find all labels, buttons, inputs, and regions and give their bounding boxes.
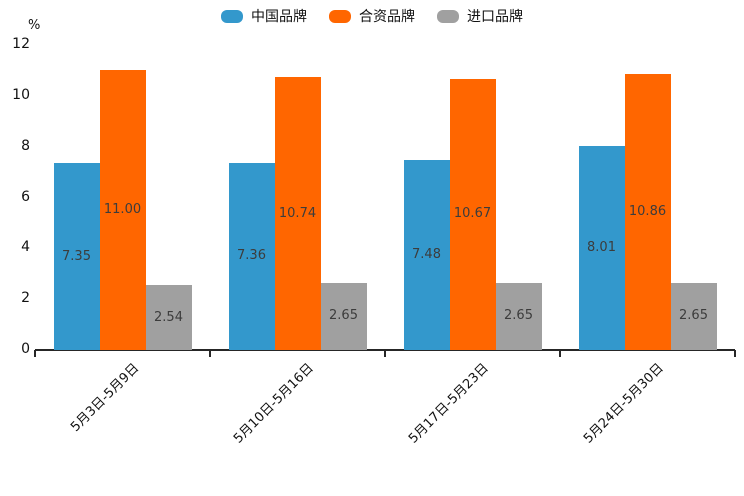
y-axis-tick-label: 0 <box>21 341 30 357</box>
bar-s2-g3 <box>670 282 717 350</box>
bar-value-label: 10.86 <box>628 203 667 219</box>
bar-s1-g2 <box>449 78 496 350</box>
bar-value-label: 2.65 <box>504 308 533 324</box>
bar-value-label: 8.01 <box>587 240 616 256</box>
y-axis-unit-label: % <box>28 18 41 33</box>
legend-item-label: 中国品牌 <box>251 9 307 25</box>
legend-marker-icon <box>221 9 243 23</box>
x-axis-category-label: 5月17日-5月23日 <box>406 360 492 447</box>
y-axis-tick-label: 10 <box>12 86 30 103</box>
x-axis-tick <box>209 350 211 357</box>
bar-s1-g3 <box>624 73 671 350</box>
bar-s1-g0 <box>99 70 146 350</box>
bar-value-label: 2.65 <box>679 308 708 324</box>
y-axis-tick-label: 4 <box>21 239 30 256</box>
x-axis-category-label: 5月24日-5月30日 <box>581 360 667 447</box>
bar-value-label: 7.35 <box>62 248 91 264</box>
x-axis-category-label: 5月10日-5月16日 <box>231 360 317 447</box>
bar-value-label: 7.48 <box>412 246 441 262</box>
bar-s1-g1 <box>274 77 321 350</box>
bar-s0-g1 <box>228 162 275 350</box>
bar-s0-g0 <box>53 163 100 350</box>
y-axis-tick-label: 12 <box>12 36 30 52</box>
x-axis-tick <box>734 350 736 357</box>
bar-s0-g3 <box>578 146 625 350</box>
legend-item-1: 合资品牌 <box>329 6 415 26</box>
bar-s2-g2 <box>495 282 542 350</box>
y-axis-tick-label: 8 <box>21 137 30 154</box>
legend-item-0: 中国品牌 <box>221 6 307 26</box>
x-axis-category-label: 5月3日-5月9日 <box>67 360 142 435</box>
x-axis-tick <box>384 350 386 357</box>
bar-value-label: 7.36 <box>237 248 266 264</box>
legend-marker-icon <box>329 9 351 23</box>
bar-value-label: 2.65 <box>329 308 358 324</box>
legend-item-label: 进口品牌 <box>467 9 523 25</box>
x-axis-tick <box>559 350 561 357</box>
x-axis-tick <box>34 350 36 357</box>
bar-s2-g1 <box>320 282 367 350</box>
bar-s2-g0 <box>145 285 192 350</box>
bar-s0-g2 <box>403 159 450 350</box>
y-axis-tick-label: 6 <box>21 188 30 205</box>
bar-value-label: 2.54 <box>154 309 183 325</box>
legend-item-label: 合资品牌 <box>359 9 415 25</box>
y-axis-tick-label: 2 <box>21 290 30 307</box>
legend: 中国品牌 合资品牌 进口品牌 <box>0 6 744 26</box>
bar-value-label: 10.74 <box>278 205 317 221</box>
legend-marker-icon <box>437 9 459 23</box>
bar-value-label: 10.67 <box>453 206 492 222</box>
legend-item-2: 进口品牌 <box>437 6 523 26</box>
bar-value-label: 11.00 <box>103 202 142 218</box>
